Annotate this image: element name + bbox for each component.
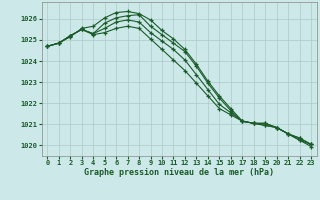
X-axis label: Graphe pression niveau de la mer (hPa): Graphe pression niveau de la mer (hPa) xyxy=(84,168,274,177)
